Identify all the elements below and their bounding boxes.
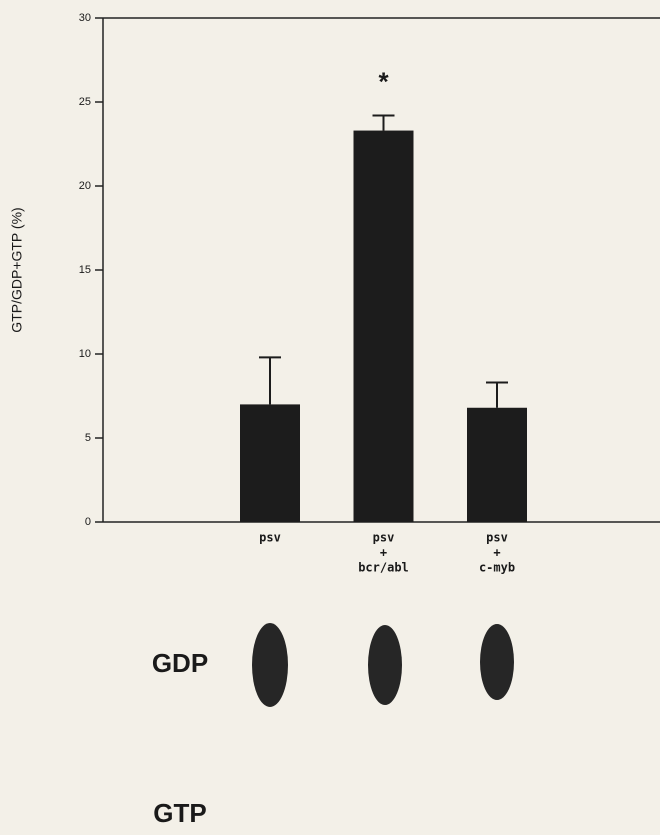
x-tick-label: bcr/abl (358, 561, 409, 575)
y-axis-label: GTP/GDP+GTP (%) (9, 207, 25, 332)
blot-spot (252, 623, 288, 707)
x-tick-label: + (380, 546, 387, 560)
x-tick-label: psv (486, 531, 508, 545)
x-tick-label: c-myb (479, 561, 515, 575)
bar (354, 131, 414, 522)
y-tick-label: 20 (79, 180, 91, 192)
y-tick-label: 15 (79, 264, 91, 276)
y-tick-label: 10 (79, 348, 91, 360)
blot-label: GDP (152, 648, 208, 678)
annotation: * (378, 66, 389, 96)
background (0, 0, 660, 835)
x-tick-label: psv (373, 531, 395, 545)
blot-spot (480, 624, 514, 700)
blot-label: GTP (153, 798, 206, 828)
y-tick-label: 5 (85, 432, 91, 444)
bar (240, 404, 300, 522)
blot-spot (368, 625, 402, 705)
bar (467, 408, 527, 522)
y-tick-label: 30 (79, 12, 91, 24)
y-tick-label: 0 (85, 516, 91, 528)
chart: GTP/GDP+GTP (%) GDP GTP 0 5 10 15 20 25 30 psv p… (0, 0, 660, 835)
y-tick-label: 25 (79, 96, 91, 108)
x-tick-label: psv (259, 531, 281, 545)
page: GTP/GDP+GTP (%) GDP GTP 0 5 10 15 20 25 30 psv p… (0, 0, 660, 835)
x-tick-label: + (493, 546, 500, 560)
